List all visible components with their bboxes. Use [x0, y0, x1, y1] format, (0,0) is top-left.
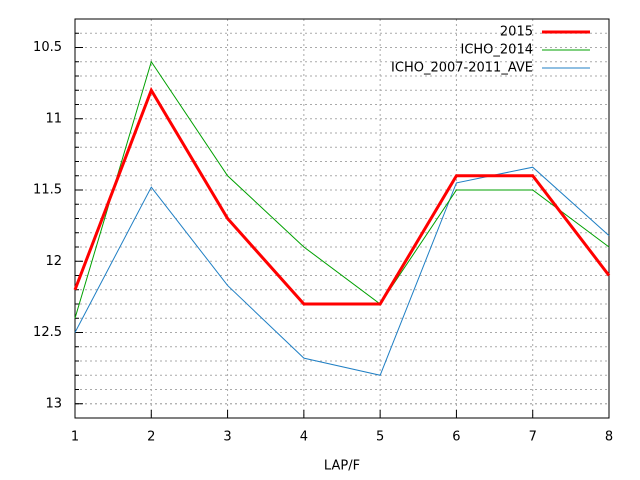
plot-frame: [74, 18, 610, 419]
x-tick-label: 2: [147, 430, 155, 445]
y-tick-label: 13: [45, 396, 62, 411]
y-tick-label: 12.5: [33, 325, 62, 340]
y-tick-label: 10.5: [33, 40, 62, 55]
x-tick-label: 8: [605, 430, 613, 445]
x-axis-label: LAP/F: [324, 459, 360, 474]
y-tick-label: 11: [45, 111, 62, 126]
series-line: [74, 60, 610, 319]
y-tick-label: 11.5: [33, 183, 62, 198]
y-tick-label: 12: [45, 254, 62, 269]
legend-label: ICHO_2014: [460, 43, 533, 58]
x-tick-label: 6: [452, 430, 460, 445]
x-tick-label: 4: [300, 430, 308, 445]
x-tick-label: 7: [529, 430, 537, 445]
x-tick-label: 3: [223, 430, 231, 445]
series-line: [73, 86, 611, 306]
series-line: [74, 166, 610, 376]
x-tick-label: 5: [376, 430, 384, 445]
x-tick-label: 1: [71, 430, 79, 445]
legend-label: 2015: [500, 25, 533, 40]
legend-label: ICHO_2007-2011_AVE: [391, 61, 533, 76]
